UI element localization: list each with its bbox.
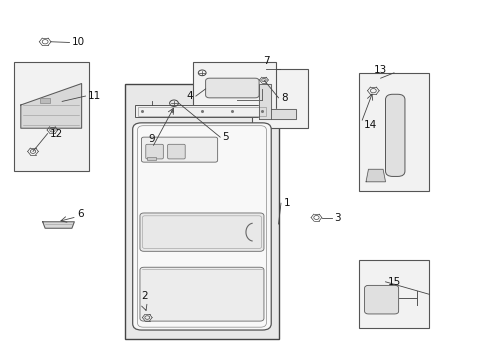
FancyBboxPatch shape	[145, 144, 163, 159]
Text: 2: 2	[141, 292, 148, 301]
Polygon shape	[366, 169, 385, 182]
Bar	[14, 62, 89, 171]
Bar	[358, 73, 428, 191]
Bar	[135, 105, 268, 117]
FancyBboxPatch shape	[132, 123, 271, 330]
FancyBboxPatch shape	[140, 213, 264, 251]
Text: 10: 10	[72, 37, 85, 48]
FancyBboxPatch shape	[385, 94, 404, 176]
Text: 3: 3	[334, 212, 340, 222]
Bar	[193, 62, 276, 114]
Text: 6: 6	[77, 209, 83, 219]
Bar	[358, 260, 428, 328]
Bar	[40, 98, 50, 103]
FancyBboxPatch shape	[205, 78, 259, 98]
Bar	[125, 84, 278, 339]
Polygon shape	[42, 222, 74, 228]
Polygon shape	[271, 109, 295, 119]
Polygon shape	[259, 84, 271, 119]
FancyBboxPatch shape	[167, 144, 185, 159]
Text: 7: 7	[263, 56, 269, 66]
Text: 15: 15	[387, 277, 400, 287]
Bar	[147, 157, 156, 160]
Bar	[251, 69, 307, 128]
Text: 5: 5	[222, 132, 229, 142]
Text: 4: 4	[186, 91, 193, 101]
Bar	[137, 107, 266, 116]
Text: 13: 13	[373, 64, 386, 75]
FancyBboxPatch shape	[140, 267, 264, 321]
Text: 8: 8	[281, 93, 287, 103]
FancyBboxPatch shape	[141, 137, 217, 162]
Text: 1: 1	[283, 198, 289, 208]
Text: 9: 9	[148, 134, 155, 144]
Text: 14: 14	[363, 120, 376, 130]
FancyBboxPatch shape	[364, 285, 398, 314]
Text: 12: 12	[50, 129, 63, 139]
Text: 11: 11	[88, 91, 101, 101]
Polygon shape	[21, 84, 81, 128]
